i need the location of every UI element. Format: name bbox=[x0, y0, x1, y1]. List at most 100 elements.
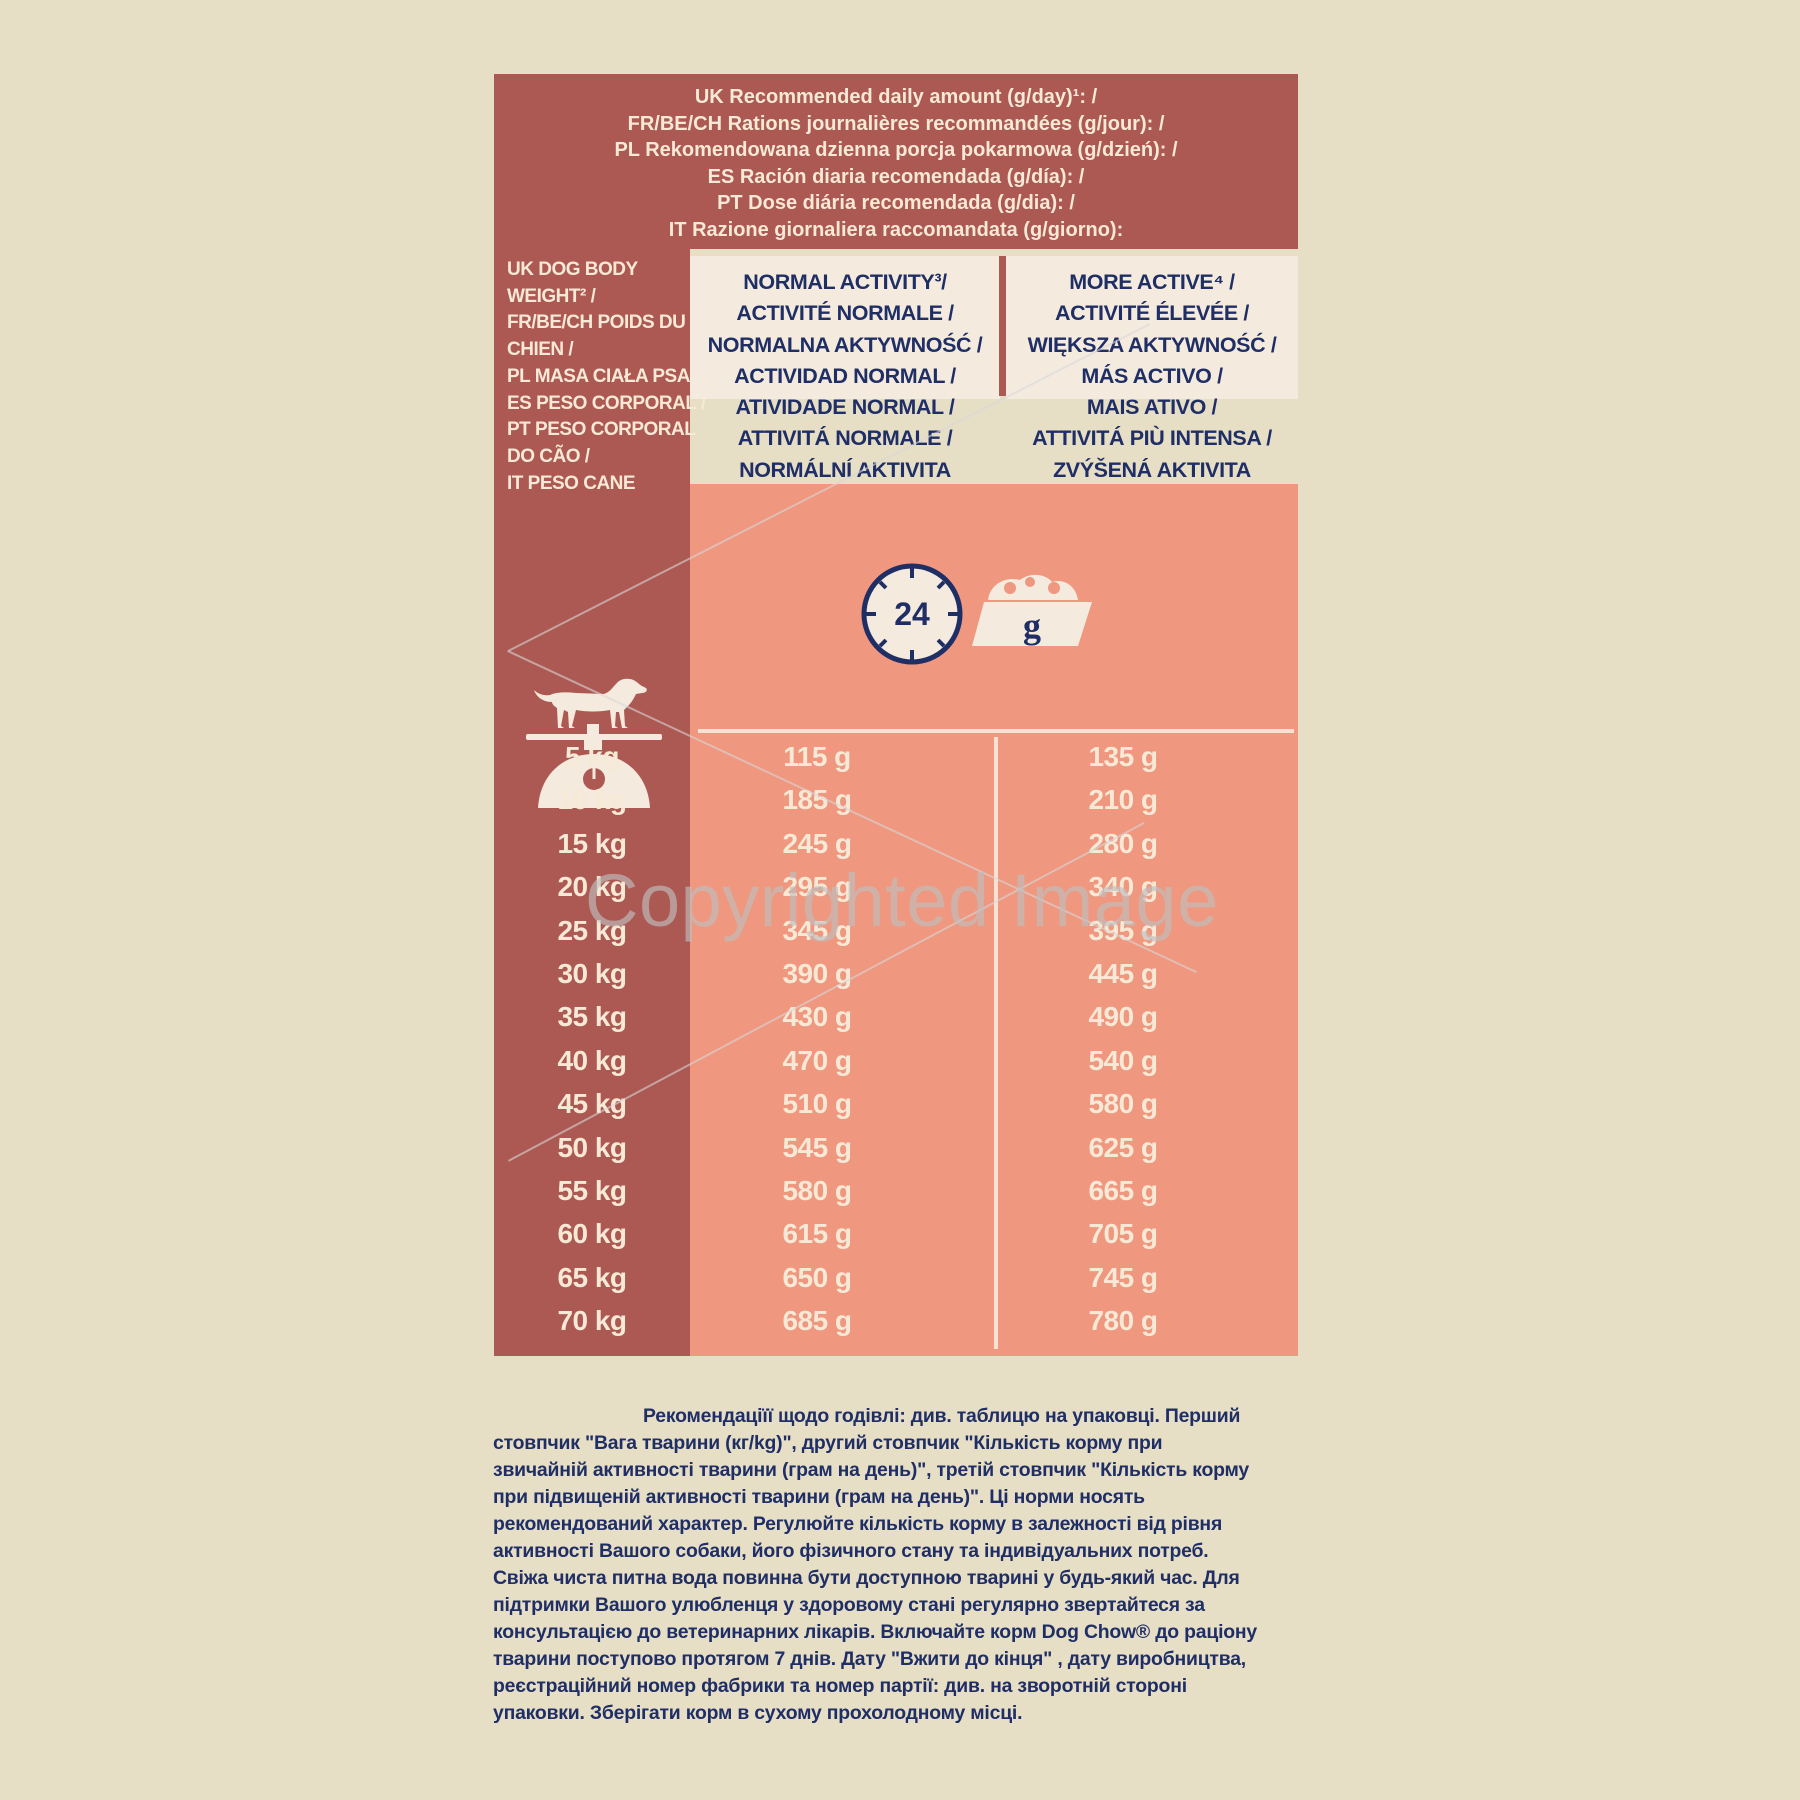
normal-activity-line: ATTIVITÁ NORMALE / bbox=[737, 426, 953, 451]
normal-amount-cell: 430 g bbox=[782, 1001, 852, 1033]
more-active-line: MAIS ATIVO / bbox=[1086, 395, 1218, 420]
more-active-amount-cell: 665 g bbox=[1088, 1175, 1158, 1206]
more-active-amount-cell: 540 g bbox=[1088, 1044, 1158, 1076]
more-active-line: WIĘKSZA AKTYWNOŚĆ / bbox=[1027, 332, 1277, 357]
clock-bowl-icons: 24 g bbox=[861, 563, 1092, 665]
weight-label-line: ES PESO CORPORAL / bbox=[507, 392, 706, 414]
weight-label-line: UK DOG BODY bbox=[507, 259, 638, 280]
normal-activity-line: NORMAL ACTIVITY³/ bbox=[743, 270, 947, 294]
more-active-amount-cell: 780 g bbox=[1088, 1305, 1158, 1337]
weight-cell: 60 kg bbox=[557, 1218, 627, 1250]
table-horizontal-divider bbox=[698, 729, 1294, 733]
more-active-amount-cell: 395 g bbox=[1088, 914, 1158, 946]
note-line: стовпчик "Вага тварини (кг/kg)", другий … bbox=[493, 1432, 1163, 1454]
more-active-header: MORE ACTIVE⁴ / ACTIVITÉ ÉLEVÉE / WIĘKSZA A… bbox=[1006, 256, 1298, 482]
table-vertical-divider bbox=[994, 737, 998, 1349]
weight-cell: 25 kg bbox=[557, 914, 627, 946]
table-row: 55 kg 580 g 665 g bbox=[494, 1175, 1298, 1218]
weight-cell: 55 kg bbox=[557, 1175, 627, 1206]
note-line: Свіжа чиста питна вода повинна бути дост… bbox=[493, 1567, 1240, 1589]
normal-amount-cell: 650 g bbox=[782, 1261, 852, 1293]
note-first-line: див. таблицю на упаковці. Перший bbox=[905, 1405, 1241, 1427]
weight-label-line: PL MASA CIAŁA PSA / bbox=[507, 365, 699, 387]
weight-cell: 40 kg bbox=[557, 1044, 627, 1076]
header-line: ES Ración diaria recomendada (g/día): / bbox=[707, 165, 1085, 188]
header-line: PL Rekomendowana dzienna porcja pokarmow… bbox=[614, 139, 1178, 161]
more-active-amount-cell: 580 g bbox=[1088, 1088, 1158, 1120]
weight-cell: 20 kg bbox=[557, 871, 627, 903]
food-bowl-icon: g bbox=[972, 574, 1092, 646]
normal-amount-cell: 390 g bbox=[782, 958, 852, 989]
bowl-label: g bbox=[1023, 606, 1041, 646]
weight-label-line: PT PESO CORPORAL bbox=[507, 419, 696, 441]
weight-label-line: FR/BE/CH POIDS DU bbox=[507, 312, 686, 334]
table-row: 50 kg 545 g 625 g bbox=[494, 1132, 1298, 1175]
note-line: рекомендований характер. Регулюйте кільк… bbox=[493, 1513, 1223, 1535]
normal-amount-cell: 580 g bbox=[782, 1175, 852, 1206]
normal-activity-line: NORMÁLNÍ AKTIVITA bbox=[739, 457, 951, 482]
weight-cell: 35 kg bbox=[557, 1001, 627, 1033]
weight-cell: 65 kg bbox=[557, 1261, 627, 1293]
table-row: 35 kg 430 g 490 g bbox=[494, 1001, 1298, 1044]
table-row: 10 kg 185 g 210 g bbox=[494, 784, 1298, 827]
more-active-amount-cell: 625 g bbox=[1088, 1131, 1158, 1163]
table-row: 70 kg 685 g 780 g bbox=[494, 1305, 1298, 1348]
note-line: тварини поступово протягом 7 днів. Дату … bbox=[493, 1648, 1246, 1670]
header-line: UK Recommended daily amount (g/day)¹: / bbox=[694, 86, 1098, 108]
table-row: 25 kg 345 g 395 g bbox=[494, 915, 1298, 958]
normal-amount-cell: 115 g bbox=[783, 741, 851, 772]
header-line: IT Razione giornaliera raccomandata (g/g… bbox=[668, 218, 1124, 241]
normal-amount-cell: 245 g bbox=[782, 827, 852, 859]
header-divider bbox=[999, 256, 1006, 396]
table-row: 45 kg 510 g 580 g bbox=[494, 1088, 1298, 1131]
weight-cell: 5 kg bbox=[564, 741, 620, 772]
note-title: Рекомендаціїї щодо годівлі: bbox=[643, 1405, 906, 1427]
weight-label-line: WEIGHT² / bbox=[507, 285, 596, 307]
clock-24h-icon: 24 bbox=[861, 563, 963, 665]
normal-amount-cell: 185 g bbox=[782, 784, 852, 816]
note-line: активності Вашого собаки, його фізичного… bbox=[493, 1540, 1209, 1562]
note-line: реєстраційний номер фабрики та номер пар… bbox=[493, 1675, 1187, 1697]
more-active-amount-cell: 745 g bbox=[1088, 1261, 1158, 1293]
dog-on-scale-icon bbox=[526, 678, 662, 808]
note-line: підтримки Вашого улюбленця у здоровому с… bbox=[493, 1594, 1205, 1616]
normal-activity-line: NORMALNA AKTYWNOŚĆ / bbox=[707, 332, 983, 357]
note-line: упаковки. Зберігати корм в сухому прохол… bbox=[493, 1702, 1023, 1724]
more-active-amount-cell: 210 g bbox=[1088, 784, 1158, 816]
table-row: 5 kg 115 g 135 g bbox=[494, 741, 1298, 784]
more-active-amount-cell: 445 g bbox=[1088, 958, 1158, 989]
table-row: 20 kg 295 g 340 g bbox=[494, 871, 1298, 914]
normal-amount-cell: 545 g bbox=[782, 1131, 852, 1163]
dog-body-weight-label: UK DOG BODY WEIGHT² / FR/BE/CH POIDS DU CHI… bbox=[507, 257, 706, 497]
weight-column: UK DOG BODY WEIGHT² / FR/BE/CH POIDS DU CHI… bbox=[494, 249, 706, 1356]
weight-cell: 10 kg bbox=[557, 784, 627, 816]
more-active-amount-cell: 490 g bbox=[1088, 1001, 1158, 1033]
more-active-line: ACTIVITÉ ÉLEVÉE / bbox=[1055, 301, 1249, 326]
clock-label: 24 bbox=[894, 596, 930, 632]
more-active-line: ZVÝŠENÁ AKTIVITA bbox=[1053, 457, 1251, 482]
table-row: 40 kg 470 g 540 g bbox=[494, 1045, 1298, 1088]
more-active-line: MÁS ACTIVO / bbox=[1081, 363, 1223, 388]
table-row: 15 kg 245 g 280 g bbox=[494, 828, 1298, 871]
normal-amount-cell: 470 g bbox=[782, 1044, 852, 1076]
normal-activity-header: NORMAL ACTIVITY³/ACTIVITÉ NORMALE / NORMA… bbox=[690, 256, 1000, 482]
more-active-amount-cell: 340 g bbox=[1088, 871, 1158, 903]
weight-cell: 15 kg bbox=[557, 827, 627, 859]
table-row: 65 kg 650 g 745 g bbox=[494, 1262, 1298, 1305]
copyright-watermark: Copyrighted Image bbox=[585, 859, 1219, 942]
weight-cell: 30 kg bbox=[557, 958, 627, 989]
note-line: при підвищеній активності тварини (грам … bbox=[493, 1486, 1145, 1508]
normal-activity-line: ACTIVITÉ NORMALE / bbox=[736, 301, 954, 326]
note-line: звичайній активності тварини (грам на де… bbox=[493, 1459, 1250, 1481]
normal-activity-line: ACTIVIDAD NORMAL / bbox=[734, 363, 956, 388]
weight-cell: 50 kg bbox=[557, 1131, 627, 1163]
more-active-line: ATTIVITÁ PIÙ INTENSA / bbox=[1032, 426, 1272, 451]
weight-label-line: CHIEN / bbox=[507, 339, 574, 361]
normal-amount-cell: 615 g bbox=[782, 1218, 852, 1250]
feeding-table-panel: UK Recommended daily amount (g/day)¹: / F… bbox=[494, 74, 1298, 1356]
note-line: консультацією до ветеринарних лікарів. В… bbox=[493, 1621, 1258, 1643]
table-row: 60 kg 615 g 705 g bbox=[494, 1218, 1298, 1261]
more-active-line: MORE ACTIVE⁴ / bbox=[1069, 270, 1235, 294]
daily-amount-header: UK Recommended daily amount (g/day)¹: / F… bbox=[494, 74, 1298, 249]
normal-amount-cell: 510 g bbox=[782, 1088, 852, 1120]
